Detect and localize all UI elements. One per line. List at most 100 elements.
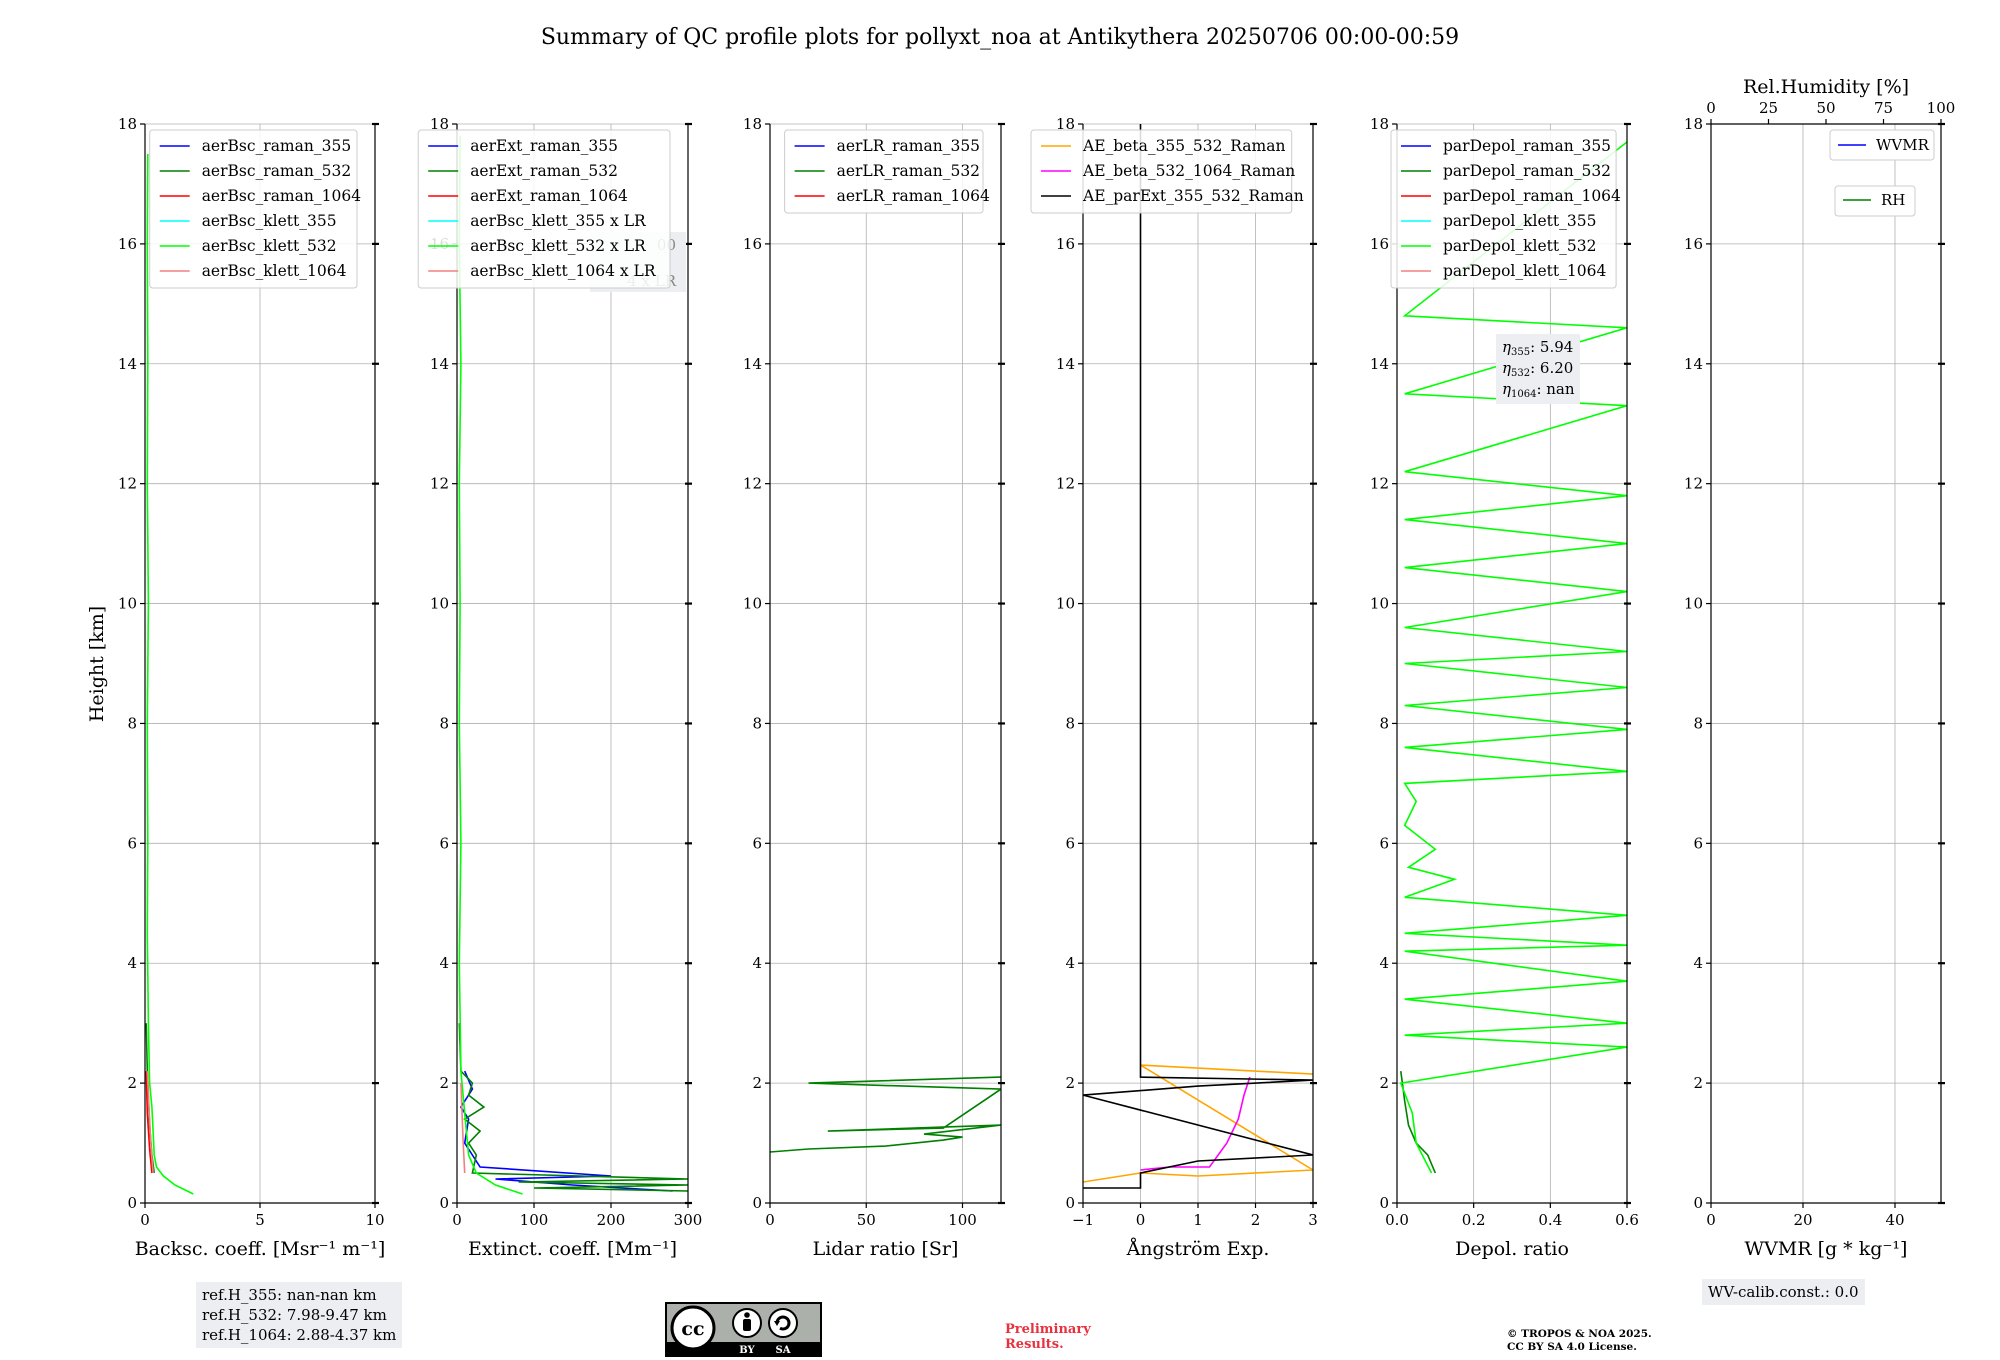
x-tick-label: 0.2 [1462,1211,1486,1229]
eta-annotation-line: η1064: nan [1502,380,1575,400]
y-tick-label: 12 [743,475,762,493]
x-axis-label: Depol. ratio [1455,1238,1569,1260]
series-line-aerExt_raman_532 [458,1023,688,1192]
x-tick-label: 0 [765,1211,775,1229]
license-by-label: BY [739,1345,755,1356]
ref-height-532: ref.H_532: 7.98-9.47 km [202,1306,387,1324]
y-tick-label: 8 [752,714,762,732]
x-tick-label: 300 [674,1211,703,1229]
y-tick-label: 0 [1379,1194,1389,1212]
y-tick-label: 10 [1684,595,1703,613]
x-tick-label: 0.0 [1385,1211,1409,1229]
legend-entry: aerBsc_klett_1064 x LR [470,262,657,280]
y-tick-label: 16 [1370,235,1389,253]
legend-entry: WVMR [1876,136,1930,154]
x-tick-label: 0.6 [1615,1211,1639,1229]
top-x-tick-label: 50 [1816,99,1835,117]
preliminary-results-note: Preliminary Results. [1005,1322,1091,1352]
y-tick-label: 4 [1693,954,1703,972]
legend-panel-4: AE_beta_355_532_Raman AE_beta_532_1064_Ra… [1030,129,1304,214]
x-tick-label: 40 [1885,1211,1904,1229]
top-x-tick-label: 0 [1706,99,1716,117]
y-tick-label: 10 [118,595,137,613]
legend-entry: aerExt_raman_355 [470,137,618,155]
y-tick-label: 8 [1379,714,1389,732]
legend-entry: aerBsc_raman_355 [202,137,352,155]
top-x-tick-label: 25 [1759,99,1778,117]
x-tick-label: 0 [1136,1211,1146,1229]
series-line-AE_parExt_355_532_Raman [1083,124,1313,1189]
legend-entry: aerExt_raman_532 [470,162,618,180]
legend-panel-1: aerBsc_raman_355 aerBsc_raman_532 aerBsc_r… [149,129,362,289]
y-tick-label: 4 [439,954,449,972]
legend-panel-6: WVMR RH [1829,129,1935,217]
y-tick-label: 6 [1379,834,1389,852]
y-tick-label: 14 [743,355,762,373]
share-alike-icon [768,1308,798,1338]
y-tick-label: 4 [752,954,762,972]
legend-entry: aerBsc_klett_532 x LR [470,237,647,255]
y-tick-label: 18 [1056,115,1075,133]
y-tick-label: 6 [439,834,449,852]
x-tick-label: 20 [1793,1211,1812,1229]
legend-entry: parDepol_raman_532 [1443,162,1611,180]
license-sa-label: SA [776,1345,791,1356]
legend-panel-5: parDepol_raman_355 parDepol_raman_532 parD… [1390,129,1621,289]
y-tick-label: 0 [127,1194,137,1212]
cc-logo-text: cc [681,1318,704,1340]
legend-entry: aerBsc_klett_532 [202,237,337,255]
y-tick-label: 8 [127,714,137,732]
y-tick-label: 16 [118,235,137,253]
series-line-parDepol_raman_532 [1400,1070,1437,1174]
legend-entry: aerExt_raman_1064 [470,187,628,205]
legend-panel-2: aerExt_raman_355 aerExt_raman_532 aerExt_r… [417,129,671,289]
y-tick-label: 14 [430,355,449,373]
legend-entry: parDepol_klett_1064 [1443,262,1606,280]
legend-entry: parDepol_klett_532 [1443,237,1596,255]
x-tick-label: 0.4 [1538,1211,1562,1229]
x-tick-label: 100 [948,1211,977,1229]
preliminary-line-1: Preliminary [1005,1322,1091,1337]
y-tick-label: 0 [752,1194,762,1212]
x-axis-label: Extinct. coeff. [Mm⁻¹] [468,1238,677,1260]
legend-entry: aerLR_raman_355 [837,137,980,155]
legend-entry: aerBsc_klett_355 [202,212,337,230]
cc-logo-icon [670,1305,716,1351]
copyright-note: © TROPOS & NOA 2025. CC BY SA 4.0 Licens… [1507,1328,1652,1354]
y-tick-label: 18 [1684,115,1703,133]
series-line-parDepol_klett_532 [1399,141,1627,1174]
y-tick-label: 8 [1065,714,1075,732]
y-tick-label: 2 [752,1074,762,1092]
y-tick-label: 14 [1684,355,1703,373]
y-tick-label: 18 [430,115,449,133]
legend-entry: aerBsc_klett_1064 [202,262,347,280]
y-tick-label: 12 [118,475,137,493]
copyright-line-1: © TROPOS & NOA 2025. [1507,1328,1652,1340]
reference-height-box: ref.H_355: nan-nan km ref.H_532: 7.98-9.… [196,1282,403,1348]
cc-by-sa-license-badge: cc BY SA [665,1302,822,1357]
y-tick-label: 0 [439,1194,449,1212]
top-x-tick-label: 75 [1874,99,1893,117]
panel-2: 0246810121416180100200300Extinct. coeff.… [417,115,703,1260]
series-line-aerLR_raman_532 [770,1076,1001,1153]
legend-entry: aerBsc_raman_532 [202,162,352,180]
y-tick-label: 18 [743,115,762,133]
y-tick-label: 0 [1693,1194,1703,1212]
x-tick-label: 100 [520,1211,549,1229]
series-line-AE_beta_355_532_Raman [1083,1064,1313,1183]
y-tick-label: 10 [1056,595,1075,613]
x-tick-label: 10 [365,1211,384,1229]
y-tick-label: 14 [1056,355,1075,373]
y-tick-label: 12 [1370,475,1389,493]
y-tick-label: 6 [752,834,762,852]
y-tick-label: 2 [1379,1074,1389,1092]
x-axis-label: Backsc. coeff. [Msr⁻¹ m⁻¹] [135,1238,386,1260]
legend-entry: parDepol_raman_1064 [1443,187,1621,205]
top-x-axis-label: Rel.Humidity [%] [1743,76,1909,98]
legend-entry: aerBsc_raman_1064 [202,187,362,205]
x-tick-label: 5 [255,1211,265,1229]
y-tick-label: 12 [1684,475,1703,493]
